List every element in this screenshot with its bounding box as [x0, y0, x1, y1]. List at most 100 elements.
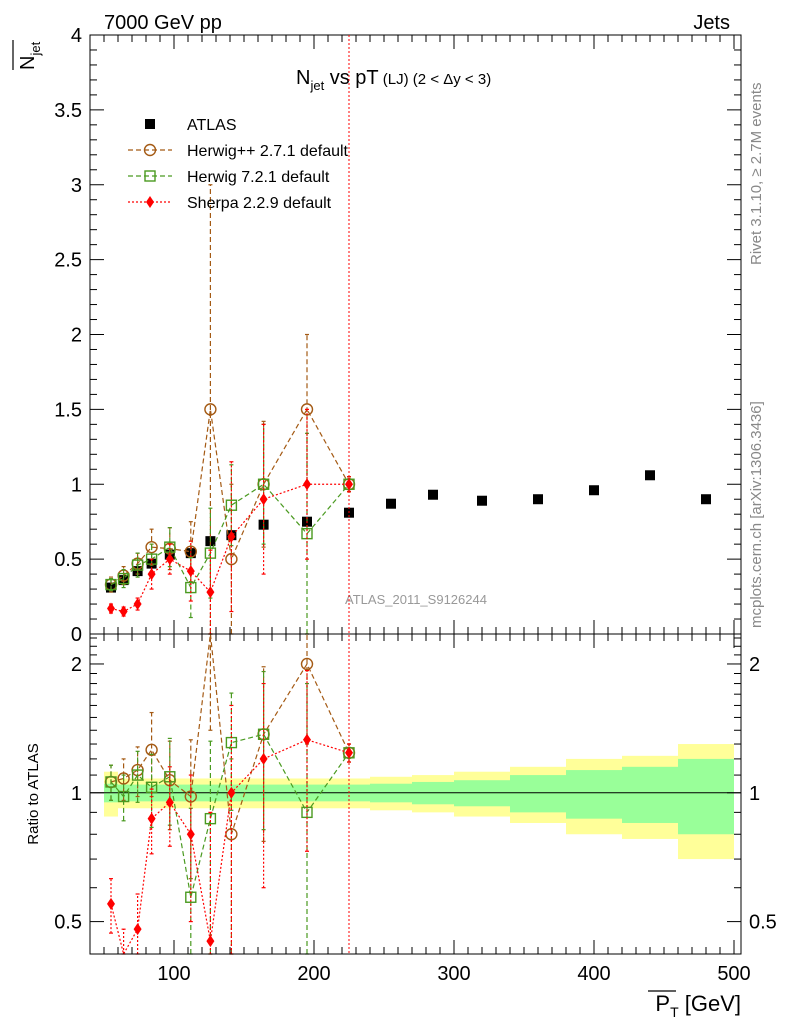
series-line: [110, 733, 350, 898]
series-sherpa-2-2-9-default: [107, 408, 353, 635]
series-atlas: [106, 470, 711, 593]
legend-item: Sherpa 2.2.9 default: [128, 195, 332, 212]
ratio-y-tick-label-right: 1: [749, 783, 760, 805]
y-tick-label: 3.5: [54, 100, 82, 122]
y-tick-label: 1: [71, 474, 82, 496]
y-tick-label: 3: [71, 175, 82, 197]
data-point: [259, 752, 268, 765]
data-point: [131, 769, 144, 781]
legend-item: ATLAS: [145, 117, 237, 134]
ratio-y-tick-label: 0.5: [54, 912, 82, 934]
data-point: [428, 489, 438, 500]
data-point: [259, 493, 268, 506]
y-tick-label: 4: [71, 25, 82, 47]
y-tick-label: 1.5: [54, 399, 82, 421]
series-line: [110, 739, 350, 956]
data-point: [589, 485, 599, 496]
svg-text:PT [GeV]: PT [GeV]: [655, 991, 741, 1020]
data-point: [701, 494, 711, 505]
ratio-y-tick-label-right: 0.5: [749, 912, 777, 934]
data-point: [477, 495, 487, 506]
data-point: [206, 586, 215, 599]
ratio-axes: 0.5 0.5 1 1 2 2 100 200 300 400 500: [54, 634, 777, 985]
data-point: [204, 403, 217, 416]
main-plot-content: [104, 184, 711, 635]
data-point: [107, 602, 115, 615]
legend-item: Herwig++ 2.7.1 default: [128, 143, 349, 160]
data-point: [186, 565, 195, 578]
side-label-mcplots: mcplots.cern.ch [arXiv:1306.3436]: [748, 401, 765, 628]
side-label-rivet: Rivet 3.1.10, ≥ 2.7M events: [748, 83, 765, 266]
data-point: [119, 605, 128, 618]
main-title: Njet vs pT (LJ) (2 < Δy < 3): [296, 67, 491, 93]
main-axes: 0 0.5 1 1.5 2 2.5 3 3.5 4: [54, 25, 741, 646]
legend-marker: [145, 119, 155, 129]
data-point: [533, 494, 543, 505]
series-herwig-7-2-1-default: [105, 670, 355, 955]
uncertainty-band-green: [566, 770, 622, 819]
uncertainty-band-green: [678, 758, 734, 835]
x-tick-label: 100: [157, 963, 190, 985]
y-tick-label: 0.5: [54, 549, 82, 571]
data-point: [117, 572, 130, 585]
series-sherpa-2-2-9-default: [107, 669, 353, 956]
legend-label: Herwig 7.2.1 default: [187, 169, 330, 186]
data-point: [386, 498, 396, 509]
svg-text:Njet: Njet: [17, 41, 43, 70]
data-point: [303, 478, 311, 491]
data-point: [107, 897, 115, 910]
x-tick-label: 300: [437, 963, 470, 985]
legend-marker: [144, 170, 156, 182]
data-point: [206, 935, 215, 948]
data-point: [165, 796, 174, 809]
data-point: [105, 776, 117, 788]
ratio-plot-frame: [89, 633, 742, 955]
header-right-label: Jets: [693, 12, 730, 34]
data-point: [204, 547, 217, 559]
series-herwig-7-2-1-default: [105, 423, 355, 635]
data-point: [133, 923, 142, 936]
x-tick-label: 400: [577, 963, 610, 985]
uncertainty-band-green: [622, 766, 678, 823]
data-point: [300, 657, 314, 671]
y-tick-label: 2: [71, 325, 82, 347]
data-point: [227, 530, 236, 543]
data-point: [186, 828, 195, 841]
main-y-axis-label: Njet: [12, 40, 43, 70]
ratio-plot-panel: 0.5 0.5 1 1 2 2 100 200 300 400 500 Ratio to ATLAS…: [25, 633, 777, 1020]
legend-label: Herwig++ 2.7.1 default: [187, 143, 349, 160]
ratio-y-tick-label-right: 2: [749, 654, 760, 676]
analysis-watermark: ATLAS_2011_S9126244: [345, 592, 487, 607]
ratio-y-axis-label: Ratio to ATLAS: [25, 743, 42, 844]
y-tick-label: 0: [71, 624, 82, 646]
data-point: [117, 790, 130, 803]
data-point: [145, 540, 158, 554]
legend-item: Herwig 7.2.1 default: [128, 169, 330, 186]
ratio-y-tick-label: 1: [71, 783, 82, 805]
main-plot-panel: 0 0.5 1 1.5 2 2.5 3 3.5 4 Njet vs pT (LJ) (2 < Δ…: [12, 25, 742, 646]
x-tick-label: 500: [717, 963, 750, 985]
legend-label: Sherpa 2.2.9 default: [187, 195, 332, 212]
x-axis-label: PT [GeV]: [648, 990, 741, 1020]
data-point: [227, 786, 236, 799]
data-point: [105, 578, 117, 591]
uncertainty-band-green: [510, 775, 566, 813]
data-point: [131, 559, 144, 571]
legend: ATLAS Herwig++ 2.7.1 default Herwig 7.2.1 …: [128, 117, 349, 212]
data-point: [133, 598, 142, 611]
data-point: [303, 733, 311, 746]
data-point: [147, 568, 156, 581]
data-point: [147, 812, 156, 825]
y-tick-label: 2.5: [54, 250, 82, 272]
ratio-y-tick-label: 2: [71, 654, 82, 676]
header-left-label: 7000 GeV pp: [104, 12, 222, 34]
data-point: [184, 790, 198, 803]
legend-marker: [143, 143, 157, 157]
data-point: [645, 470, 655, 481]
x-tick-label: 200: [297, 963, 330, 985]
legend-marker: [146, 196, 154, 208]
legend-label: ATLAS: [187, 117, 237, 134]
ratio-plot-content: [90, 633, 741, 956]
data-point: [165, 553, 174, 566]
